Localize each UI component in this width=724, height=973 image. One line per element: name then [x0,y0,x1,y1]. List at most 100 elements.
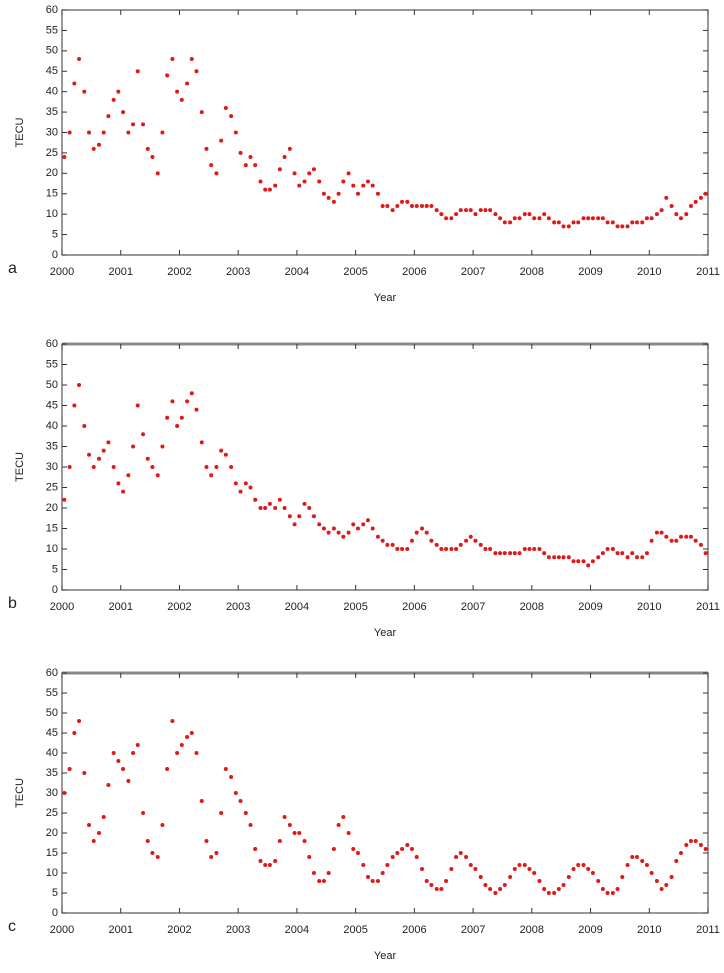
data-point [365,875,370,879]
data-point [669,204,674,208]
data-point [478,208,483,213]
data-point [155,855,160,859]
data-point [522,863,527,867]
data-point [273,859,278,863]
data-point [204,839,209,843]
data-point [644,863,649,867]
data-point [87,823,92,827]
data-point [131,751,136,755]
data-point [610,891,615,895]
plot-frame [61,9,709,256]
data-point [517,216,522,221]
x-tick-label: 2004 [285,266,309,278]
data-point [444,216,449,221]
data-point [101,130,106,135]
data-point [644,216,649,221]
x-tick-label: 2009 [578,601,602,613]
data-point [429,883,434,887]
data-point [605,547,610,551]
data-point [698,195,703,200]
data-point [72,403,77,408]
data-point [258,179,263,184]
data-point [483,547,488,551]
data-point [189,57,194,61]
data-point [67,465,72,469]
data-point [175,751,180,755]
data-point [248,485,253,490]
data-point [649,871,654,875]
x-tick-label: 2010 [637,601,661,613]
y-tick-label: 50 [46,707,58,719]
data-point [586,867,591,871]
data-point [351,522,356,527]
y-tick-label: 0 [52,584,58,596]
data-point [634,555,639,560]
y-tick-label: 25 [46,147,58,159]
data-point [640,859,645,863]
data-point [214,171,219,176]
x-tick-label: 2003 [226,266,250,278]
data-point [233,130,238,135]
data-point [542,551,547,556]
data-point [311,167,316,172]
data-point [498,887,503,891]
data-point [561,555,566,560]
data-point [640,220,645,225]
data-point [542,887,547,891]
data-point [664,534,669,539]
data-point [669,538,674,543]
data-point [464,855,469,859]
data-point [449,867,454,871]
data-point [96,831,101,835]
data-point [473,867,478,871]
data-point [439,887,444,891]
data-point [131,122,136,127]
data-point [512,551,517,556]
y-tick-label: 5 [52,228,58,240]
x-tick-label: 2006 [402,601,426,613]
x-axis-label: Year [374,627,397,639]
data-point [287,514,292,519]
plot-frame [61,672,709,914]
data-point [135,69,140,74]
data-point [361,863,366,867]
data-point [189,391,194,396]
data-point [273,183,278,188]
data-point [214,851,219,855]
data-point [185,735,190,739]
data-point [331,847,336,851]
data-point [600,216,605,221]
data-point [424,879,429,883]
data-point [204,146,209,151]
data-point [165,73,170,78]
data-point [62,155,67,159]
data-point [336,823,341,827]
data-point [355,191,360,196]
data-point [263,187,268,192]
y-tick-label: 60 [46,338,58,350]
data-point [444,547,449,551]
y-tick-label: 30 [46,787,58,799]
data-point [517,551,522,556]
data-point [326,871,331,875]
data-point [390,208,395,213]
data-point [620,875,625,879]
data-point [454,547,459,551]
data-point [556,555,561,560]
data-point [346,530,351,535]
data-point [674,538,679,543]
data-point [219,811,224,815]
data-point [219,138,224,143]
data-point [106,783,111,787]
data-point [684,534,689,539]
data-point [630,220,635,225]
data-point [209,473,214,478]
data-point [649,538,654,543]
data-point [282,815,287,819]
data-point [405,843,410,847]
data-point [634,855,639,859]
data-point [410,204,415,208]
data-point [199,799,204,803]
data-point [537,547,542,551]
data-point [473,538,478,543]
